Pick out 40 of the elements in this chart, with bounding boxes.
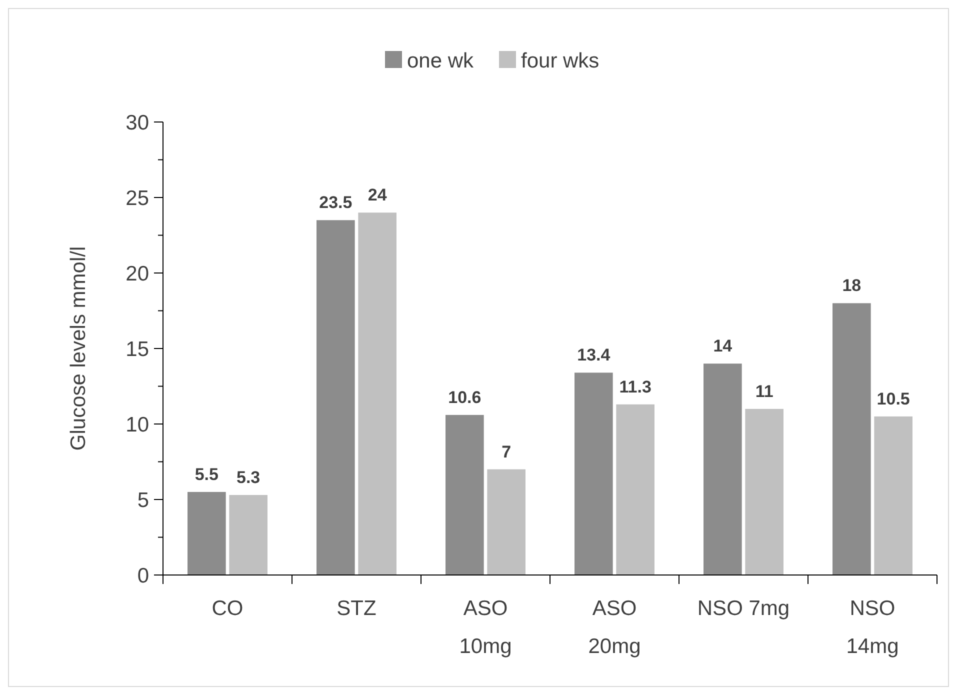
bar — [745, 408, 784, 575]
x-tick-label: ASO 10mg — [459, 597, 512, 658]
bar — [188, 492, 226, 575]
y-tick-label: 10 — [126, 413, 149, 436]
y-tick-label: 5 — [137, 488, 149, 512]
data-label: 23.5 — [319, 193, 352, 212]
bar — [358, 212, 396, 575]
data-label: 13.4 — [577, 346, 611, 365]
y-tick-label: 25 — [126, 186, 149, 210]
data-label: 18 — [842, 276, 862, 296]
y-tick-label: 0 — [137, 564, 149, 588]
bar — [574, 372, 613, 575]
data-label: 5.5 — [194, 464, 218, 484]
bar — [229, 494, 268, 575]
x-tick-label: ASO 20mg — [588, 597, 641, 658]
y-tick-label: 30 — [126, 111, 149, 134]
data-label: 11 — [755, 382, 774, 401]
y-tick-label: 15 — [126, 338, 149, 361]
data-label: 24 — [368, 186, 388, 205]
bar — [446, 414, 484, 575]
legend-label: four wks — [521, 49, 600, 72]
y-tick-label: 20 — [126, 262, 149, 286]
x-tick-label: STZ — [336, 597, 376, 620]
data-label: 5.3 — [236, 468, 260, 487]
bar — [616, 404, 654, 575]
x-tick-label: CO — [212, 597, 244, 620]
bar — [874, 416, 912, 575]
bar — [316, 220, 355, 575]
data-label: 11.3 — [619, 377, 652, 396]
bar — [487, 469, 526, 575]
data-label: 14 — [713, 336, 733, 356]
bar — [832, 303, 871, 575]
y-axis-title: Glucose levels mmol/l — [67, 246, 90, 451]
x-tick-label: NSO 14mg — [846, 597, 899, 658]
bar — [704, 364, 742, 575]
data-label: 10.6 — [448, 388, 482, 407]
legend-label: one wk — [407, 49, 474, 72]
data-label: 7 — [502, 442, 512, 462]
data-label: 10.5 — [876, 389, 910, 408]
x-tick-label: NSO 7mg — [697, 597, 790, 620]
